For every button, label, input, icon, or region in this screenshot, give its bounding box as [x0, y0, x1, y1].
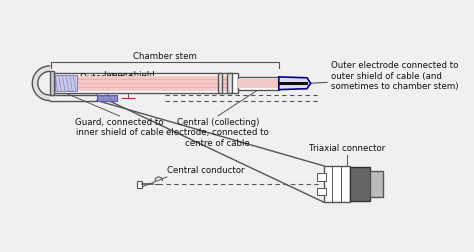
Text: Central (collecting)
electrode, connected to
centre of cable: Central (collecting) electrode, connecte… — [166, 118, 269, 148]
Bar — [370, 171, 383, 197]
Text: Outer electrode connected to
outer shield of cable (and
sometimes to chamber ste: Outer electrode connected to outer shiel… — [331, 61, 458, 91]
Bar — [238, 79, 279, 88]
Text: Triaxial connector: Triaxial connector — [309, 144, 385, 153]
Bar — [97, 95, 117, 101]
Bar — [350, 167, 370, 202]
Bar — [227, 73, 231, 93]
Polygon shape — [32, 66, 50, 101]
Polygon shape — [279, 77, 310, 90]
Text: Inner shield: Inner shield — [104, 71, 155, 80]
Bar — [51, 73, 238, 93]
Bar — [137, 181, 142, 188]
Bar — [50, 71, 54, 95]
Bar — [317, 173, 326, 181]
Text: Outer shield: Outer shield — [81, 73, 133, 82]
Text: Guard, connected to
inner shield of cable: Guard, connected to inner shield of cabl… — [75, 118, 164, 137]
Text: Central conductor: Central conductor — [167, 166, 245, 175]
Bar — [324, 166, 350, 202]
Bar — [238, 77, 279, 90]
Bar — [317, 188, 326, 195]
Text: Chamber stem: Chamber stem — [133, 51, 197, 60]
Bar — [77, 76, 231, 90]
Bar — [218, 73, 222, 93]
Bar — [55, 75, 77, 91]
